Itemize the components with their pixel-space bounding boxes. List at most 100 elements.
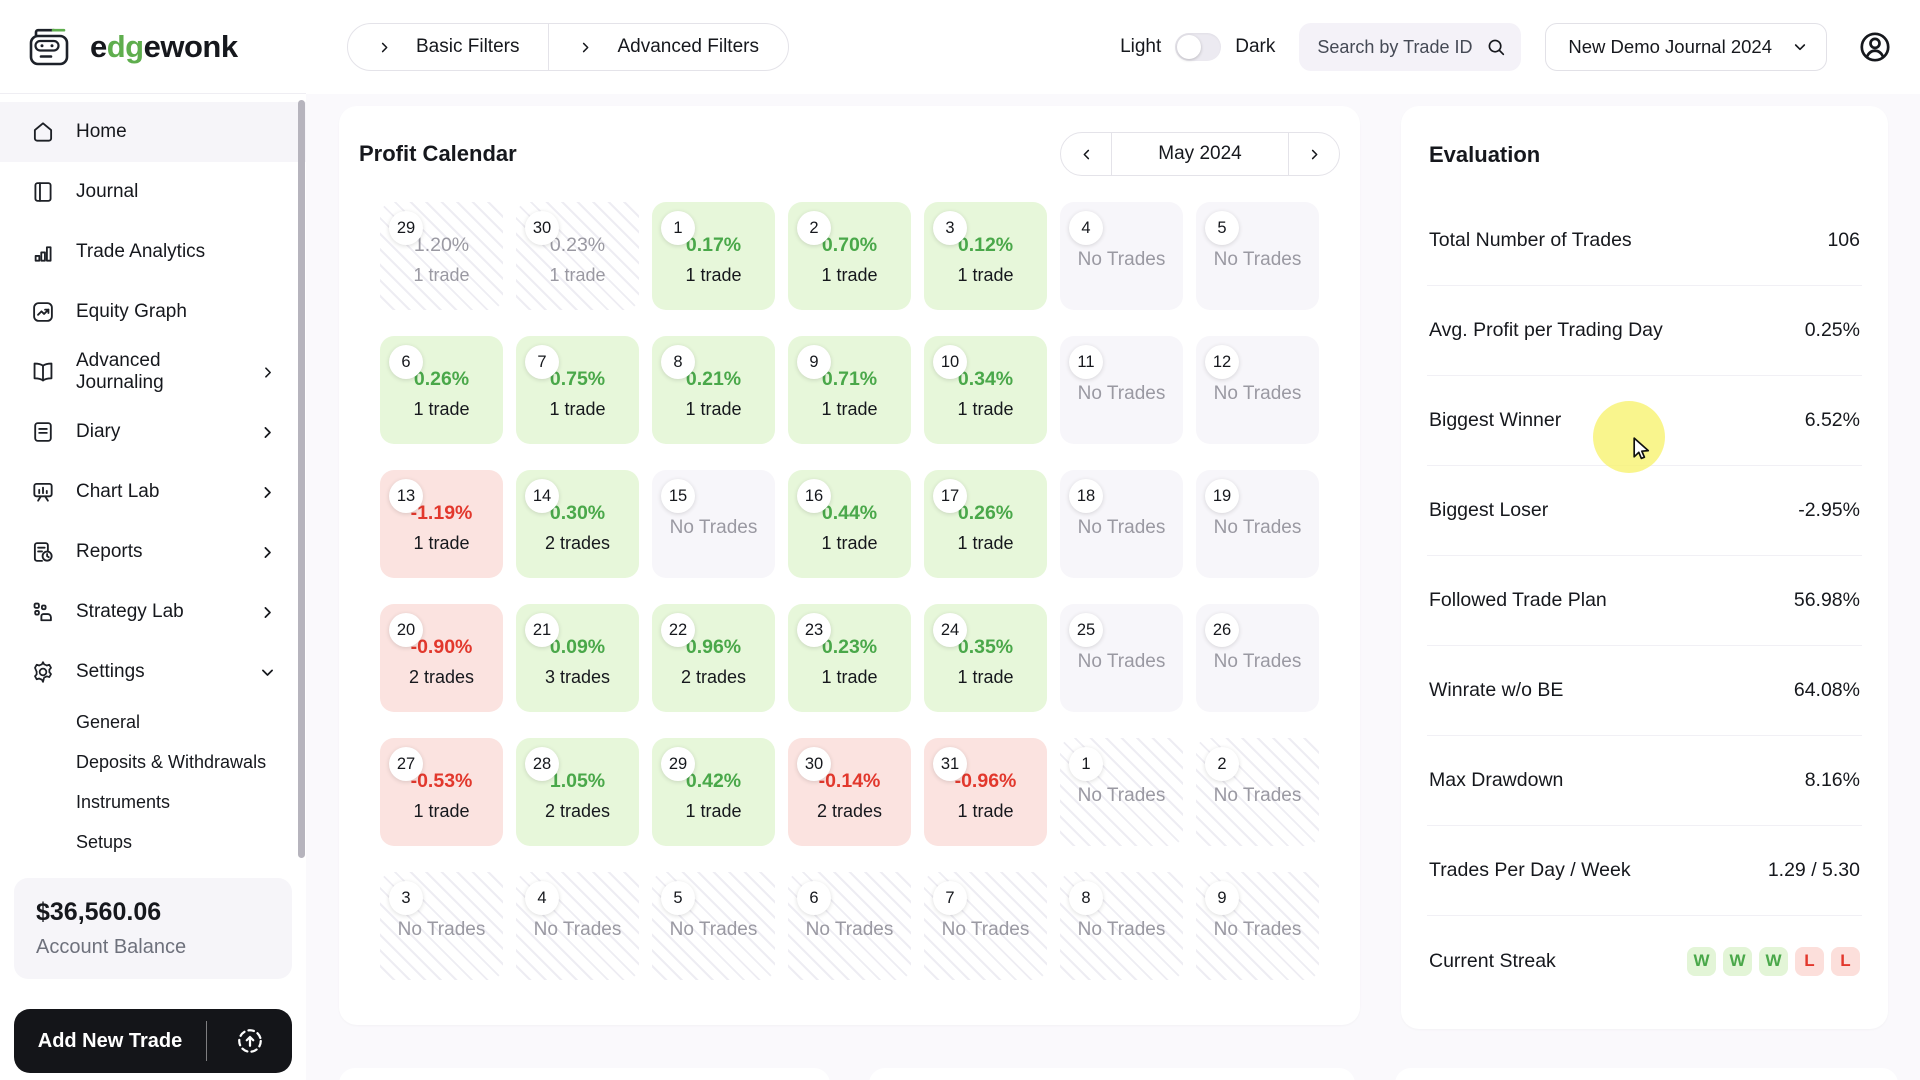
search-icon[interactable] bbox=[1485, 36, 1507, 58]
edgewonk-logo-icon bbox=[29, 28, 69, 65]
calendar-day-cell[interactable]: 16 0.44% 1 trade bbox=[788, 470, 911, 578]
day-cell-body: 1.20% 1 trade bbox=[380, 202, 503, 310]
day-profit-percent: -0.53% bbox=[410, 770, 473, 792]
calendar-day-cell[interactable]: 24 0.35% 1 trade bbox=[924, 604, 1047, 712]
day-number-badge: 5 bbox=[661, 881, 695, 915]
calendar-day-cell[interactable]: 17 0.26% 1 trade bbox=[924, 470, 1047, 578]
calendar-day-cell[interactable]: 15 No Trades bbox=[652, 470, 775, 578]
day-trade-count: 1 trade bbox=[957, 667, 1014, 687]
calendar-day-cell[interactable]: 25 No Trades bbox=[1060, 604, 1183, 712]
calendar-day-cell[interactable]: 7 No Trades bbox=[924, 872, 1047, 980]
day-number-badge: 16 bbox=[797, 479, 831, 513]
calendar-day-cell[interactable]: 9 No Trades bbox=[1196, 872, 1319, 980]
sidebar-item-strategy-lab[interactable]: Strategy Lab bbox=[0, 582, 306, 642]
sidebar-item-advanced-journaling[interactable]: Advanced Journaling bbox=[0, 342, 306, 402]
calendar-day-cell[interactable]: 6 No Trades bbox=[788, 872, 911, 980]
evaluation-row-avg-profit-per-trading-day: Avg. Profit per Trading Day 0.25% bbox=[1427, 286, 1862, 376]
calendar-day-cell[interactable]: 8 0.21% 1 trade bbox=[652, 336, 775, 444]
basic-filters-button[interactable]: Basic Filters bbox=[348, 24, 548, 70]
calendar-day-cell[interactable]: 22 0.96% 2 trades bbox=[652, 604, 775, 712]
calendar-day-cell[interactable]: 3 0.12% 1 trade bbox=[924, 202, 1047, 310]
add-new-trade-button[interactable]: Add New Trade bbox=[14, 1009, 292, 1073]
calendar-day-cell[interactable]: 26 No Trades bbox=[1196, 604, 1319, 712]
chevron-right-icon bbox=[259, 424, 276, 441]
calendar-day-cell[interactable]: 21 0.09% 3 trades bbox=[516, 604, 639, 712]
calendar-day-cell[interactable]: 11 No Trades bbox=[1060, 336, 1183, 444]
calendar-day-cell[interactable]: 6 0.26% 1 trade bbox=[380, 336, 503, 444]
calendar-day-cell[interactable]: 2 No Trades bbox=[1196, 738, 1319, 846]
sidebar-item-reports[interactable]: Reports bbox=[0, 522, 306, 582]
calendar-day-cell[interactable]: 7 0.75% 1 trade bbox=[516, 336, 639, 444]
day-number-badge: 1 bbox=[661, 211, 695, 245]
calendar-day-cell[interactable]: 8 No Trades bbox=[1060, 872, 1183, 980]
settings-icon bbox=[30, 659, 56, 685]
calendar-day-cell[interactable]: 18 No Trades bbox=[1060, 470, 1183, 578]
calendar-day-cell[interactable]: 4 No Trades bbox=[516, 872, 639, 980]
calendar-day-cell[interactable]: 13 -1.19% 1 trade bbox=[380, 470, 503, 578]
calendar-day-cell[interactable]: 10 0.34% 1 trade bbox=[924, 336, 1047, 444]
calendar-day-cell[interactable]: 1 0.17% 1 trade bbox=[652, 202, 775, 310]
streak-badge-win: W bbox=[1723, 946, 1752, 976]
chevron-right-icon bbox=[259, 544, 276, 561]
calendar-day-cell[interactable]: 23 0.23% 1 trade bbox=[788, 604, 911, 712]
sidebar-subitem-instruments[interactable]: Instruments bbox=[76, 791, 171, 812]
calendar-day-cell[interactable]: 4 No Trades bbox=[1060, 202, 1183, 310]
journal-select[interactable]: New Demo Journal 2024 bbox=[1545, 23, 1827, 71]
calendar-day-cell[interactable]: 20 -0.90% 2 trades bbox=[380, 604, 503, 712]
sidebar-subitem-setups[interactable]: Setups bbox=[76, 831, 133, 852]
day-number-badge: 6 bbox=[389, 345, 423, 379]
calendar-day-cell[interactable]: 30 -0.14% 2 trades bbox=[788, 738, 911, 846]
no-trades-label: No Trades bbox=[1077, 249, 1166, 270]
day-number-badge: 24 bbox=[933, 613, 967, 647]
sidebar-scrollbar[interactable] bbox=[298, 100, 305, 858]
day-cell-body: 0.42% 1 trade bbox=[652, 738, 775, 846]
calendar-title: Profit Calendar bbox=[359, 141, 517, 166]
next-month-button[interactable] bbox=[1289, 133, 1339, 175]
sidebar-item-chart-lab[interactable]: Chart Lab bbox=[0, 462, 306, 522]
advanced-filters-button[interactable]: Advanced Filters bbox=[548, 24, 788, 70]
streak-badge-win: W bbox=[1687, 946, 1716, 976]
calendar-day-cell[interactable]: 3 No Trades bbox=[380, 872, 503, 980]
calendar-day-cell[interactable]: 31 -0.96% 1 trade bbox=[924, 738, 1047, 846]
calendar-day-cell[interactable]: 29 1.20% 1 trade bbox=[380, 202, 503, 310]
chevron-right-icon bbox=[578, 40, 593, 55]
chevron-left-icon bbox=[1079, 147, 1094, 162]
calendar-day-cell[interactable]: 28 1.05% 2 trades bbox=[516, 738, 639, 846]
sidebar-item-journal[interactable]: Journal bbox=[0, 162, 306, 222]
calendar-day-cell[interactable]: 19 No Trades bbox=[1196, 470, 1319, 578]
sidebar-item-trade-analytics[interactable]: Trade Analytics bbox=[0, 222, 306, 282]
evaluation-label: Current Streak bbox=[1429, 949, 1556, 972]
prev-month-button[interactable] bbox=[1061, 133, 1111, 175]
day-trade-count: 2 trades bbox=[544, 533, 611, 553]
calendar-day-cell[interactable]: 12 No Trades bbox=[1196, 336, 1319, 444]
sidebar-subitem-general[interactable]: General bbox=[76, 711, 141, 732]
sidebar-item-settings[interactable]: Settings bbox=[0, 642, 306, 702]
account-balance-amount: $36,560.06 bbox=[36, 898, 162, 926]
calendar-day-cell[interactable]: 5 No Trades bbox=[652, 872, 775, 980]
calendar-day-cell[interactable]: 27 -0.53% 1 trade bbox=[380, 738, 503, 846]
calendar-day-cell[interactable]: 5 No Trades bbox=[1196, 202, 1319, 310]
no-trades-label: No Trades bbox=[1077, 919, 1166, 940]
filters-group: Basic Filters Advanced Filters bbox=[347, 23, 789, 71]
sidebar-item-equity-graph[interactable]: Equity Graph bbox=[0, 282, 306, 342]
calendar-day-cell[interactable]: 14 0.30% 2 trades bbox=[516, 470, 639, 578]
day-number-badge: 5 bbox=[1205, 211, 1239, 245]
calendar-day-cell[interactable]: 2 0.70% 1 trade bbox=[788, 202, 911, 310]
calendar-day-cell[interactable]: 30 0.23% 1 trade bbox=[516, 202, 639, 310]
calendar-day-cell[interactable]: 29 0.42% 1 trade bbox=[652, 738, 775, 846]
sidebar-subitem-deposits-withdrawals[interactable]: Deposits & Withdrawals bbox=[76, 751, 267, 772]
sidebar-item-diary[interactable]: Diary bbox=[0, 402, 306, 462]
evaluation-value: 8.16% bbox=[1804, 769, 1860, 791]
calendar-day-cell[interactable]: 9 0.71% 1 trade bbox=[788, 336, 911, 444]
day-trade-count: 2 trades bbox=[408, 667, 475, 687]
day-cell-body: No Trades bbox=[1060, 604, 1183, 712]
theme-toggle[interactable] bbox=[1175, 33, 1222, 61]
user-avatar-icon[interactable] bbox=[1857, 29, 1893, 65]
sidebar-item-home[interactable]: Home bbox=[0, 102, 306, 162]
day-profit-percent: 0.42% bbox=[685, 770, 742, 792]
search-input[interactable] bbox=[1317, 36, 1486, 58]
day-cell-body: No Trades bbox=[1196, 336, 1319, 444]
day-profit-percent: 0.17% bbox=[685, 234, 742, 256]
calendar-day-cell[interactable]: 1 No Trades bbox=[1060, 738, 1183, 846]
